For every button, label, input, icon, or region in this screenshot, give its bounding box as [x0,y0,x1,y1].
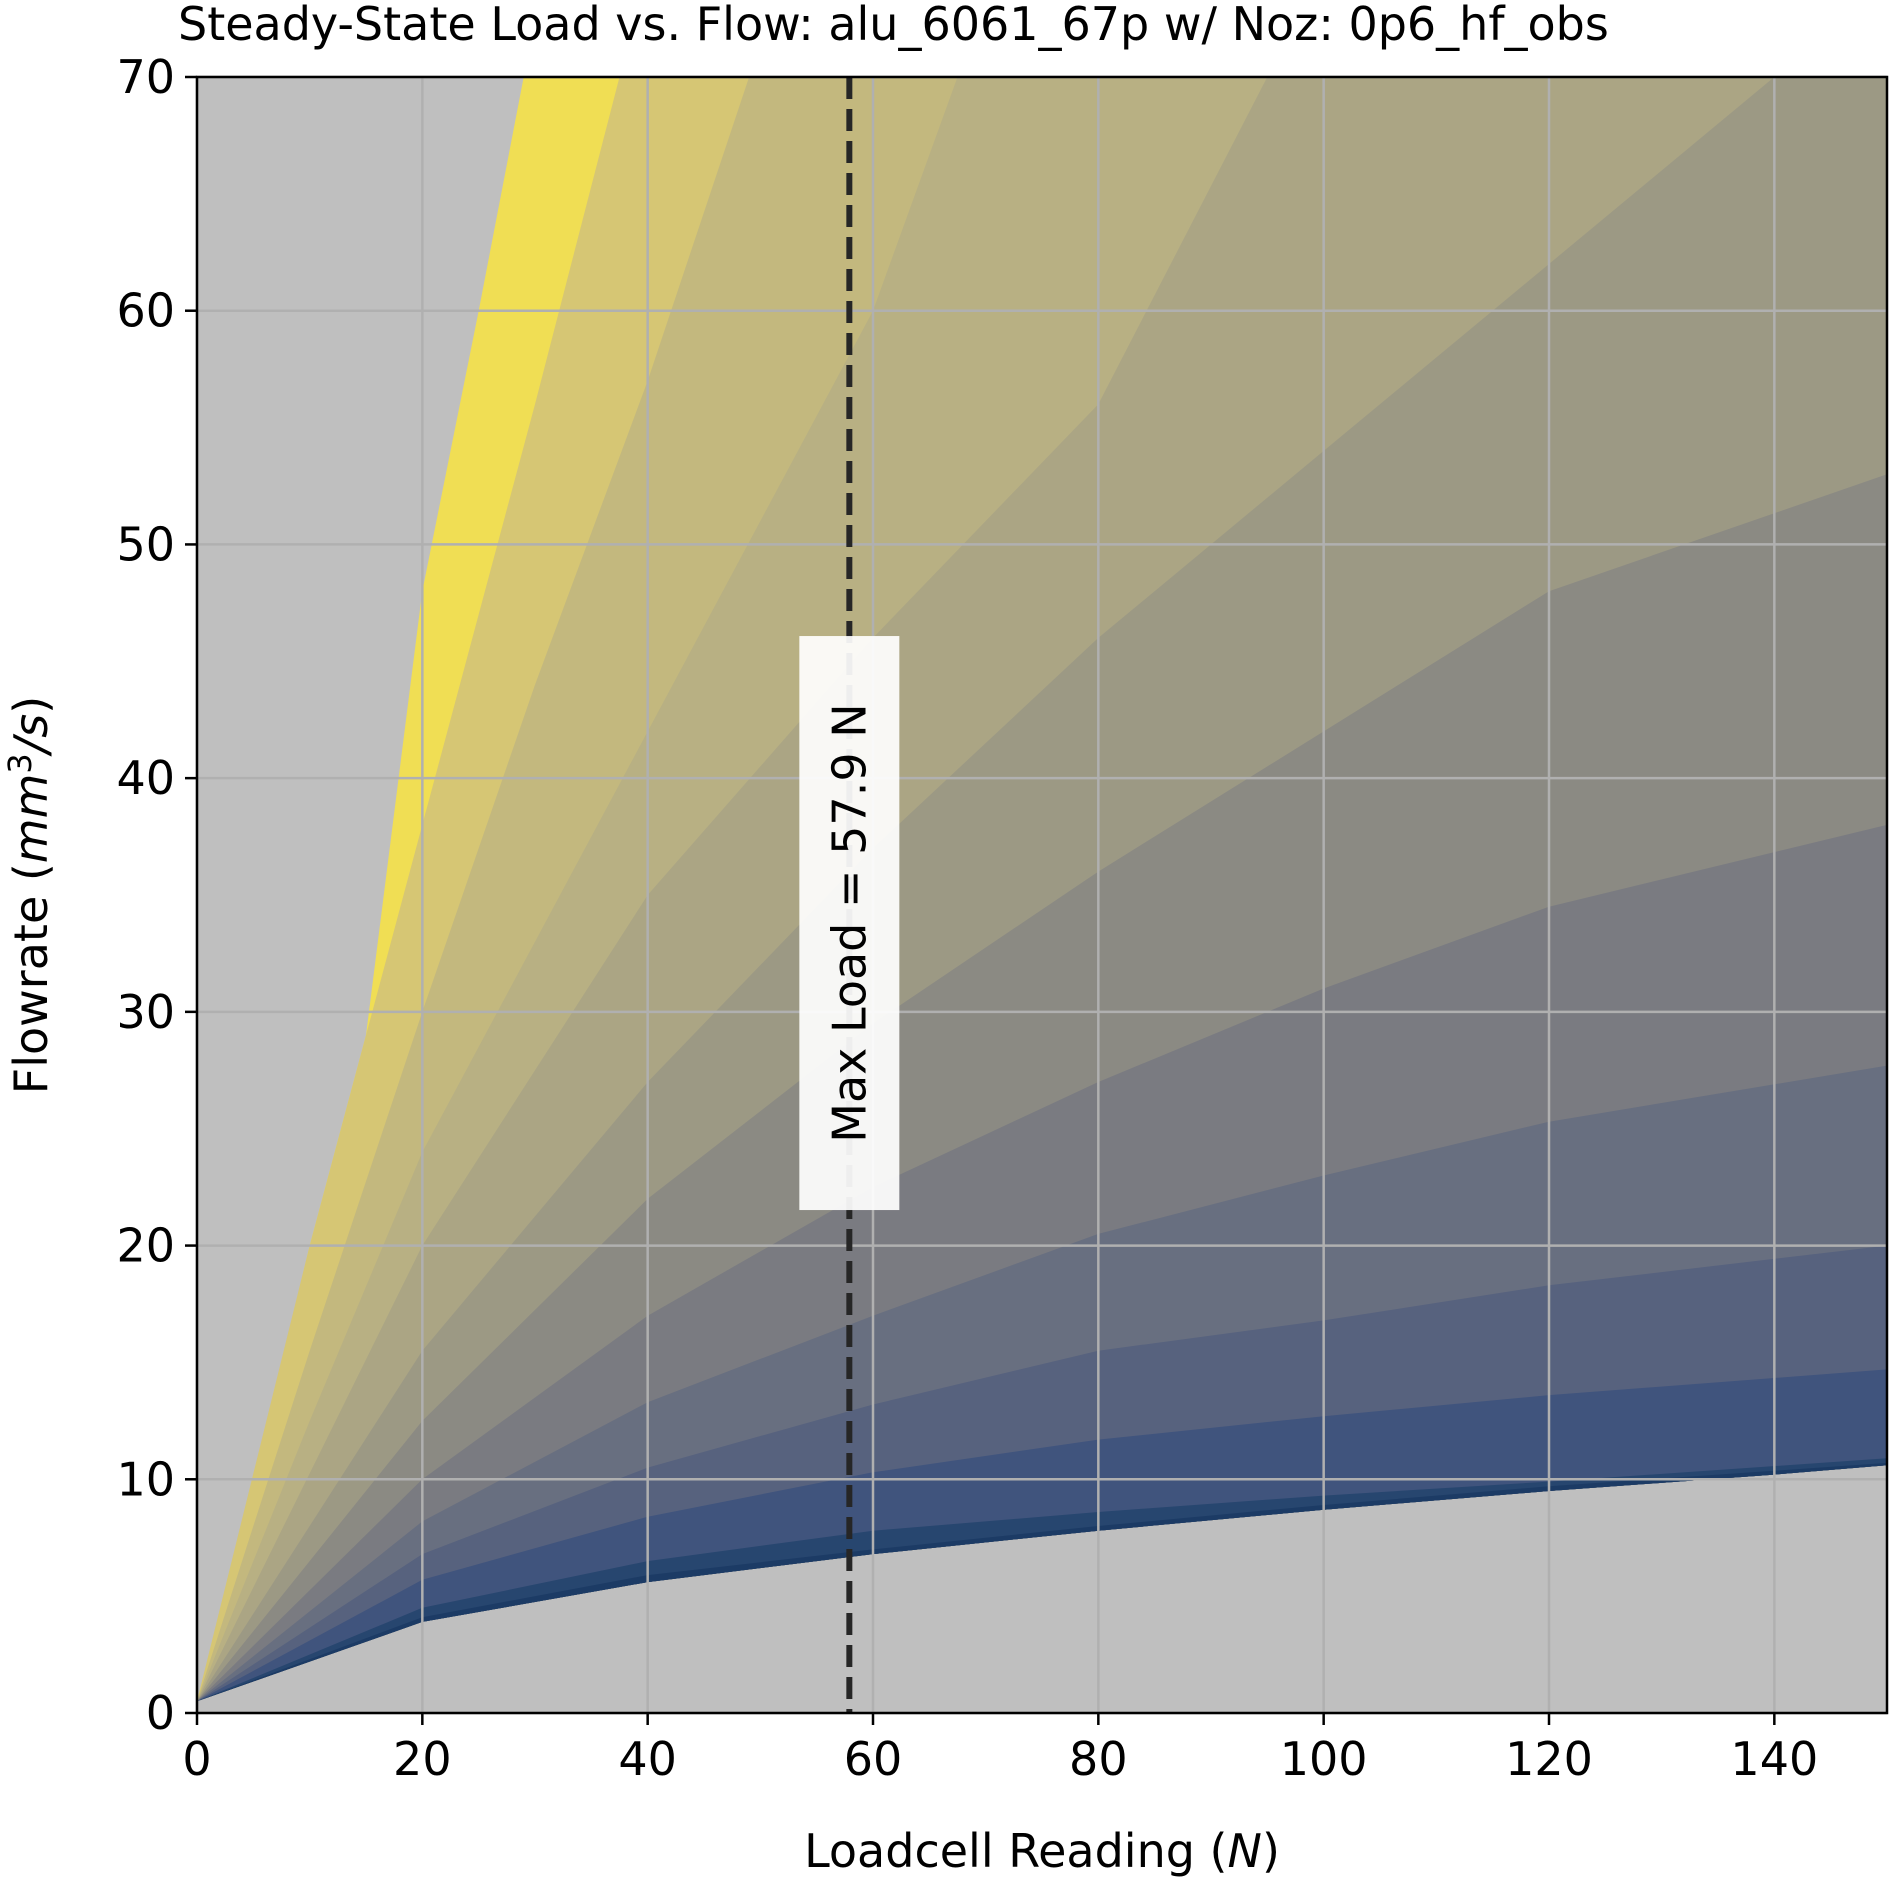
x-tick-label: 0 [182,1732,211,1786]
x-tick-label: 20 [393,1732,452,1786]
x-tick-label: 60 [844,1732,903,1786]
y-tick-label: 10 [116,1452,175,1506]
max-load-label: Max Load = 57.9 N [822,703,876,1142]
x-tick-label: 120 [1505,1732,1593,1786]
max-load-label-box [799,636,900,1211]
chart-title: Steady-State Load vs. Flow: alu_6061_67p… [178,0,1609,51]
y-tick-label: 70 [116,50,175,104]
x-tick-label: 80 [1069,1732,1128,1786]
x-tick-label: 40 [618,1732,677,1786]
max-load-marker: Max Load = 57.9 N [799,77,900,1713]
y-tick-label: 0 [146,1686,175,1740]
y-tick-label: 40 [116,751,175,805]
x-axis-label: Loadcell Reading (N) [804,1824,1280,1878]
x-axis-ticks: 0 20 40 60 80 100 120 140 [182,1713,1818,1786]
x-tick-label: 100 [1280,1732,1368,1786]
y-axis-label: Flowrate (mm3/s) [1,696,58,1094]
y-tick-label: 30 [116,985,175,1039]
flow-bands [197,77,1887,1702]
y-tick-label: 50 [116,517,175,571]
plot-frame [195,75,1889,1715]
y-axis-ticks: 0 10 20 30 40 50 60 70 [116,50,197,1740]
y-tick-label: 20 [116,1219,175,1273]
y-tick-label: 60 [116,284,175,338]
x-tick-label: 140 [1730,1732,1818,1786]
